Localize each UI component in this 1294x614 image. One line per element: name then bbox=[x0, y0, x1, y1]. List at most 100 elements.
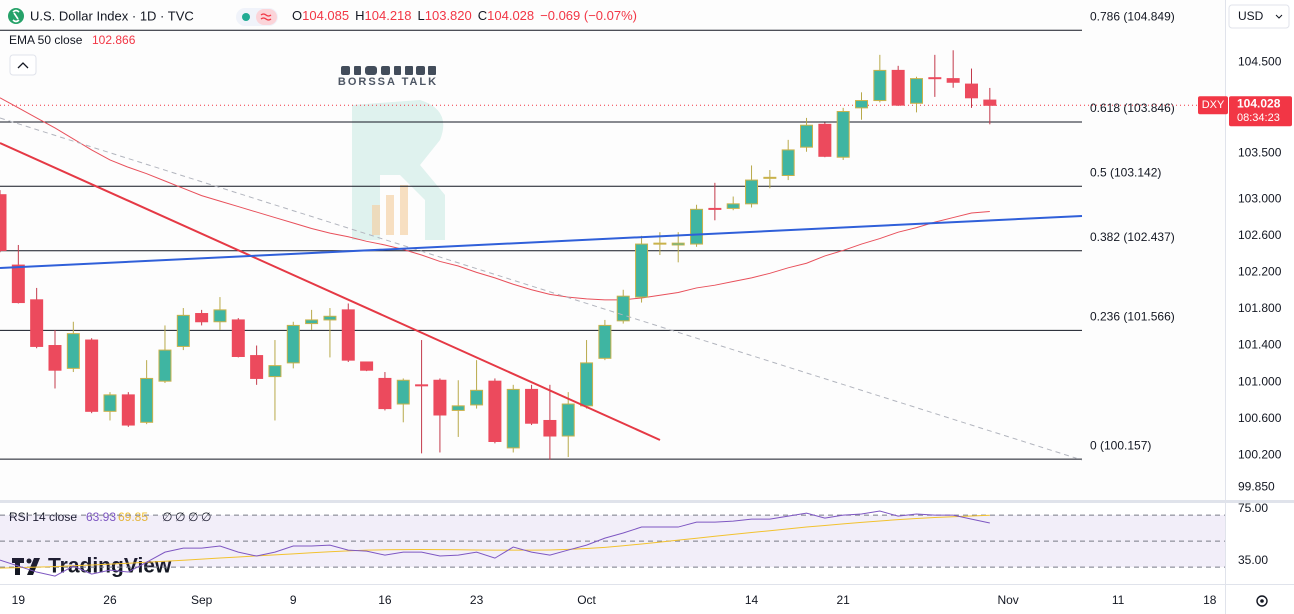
rsi-legend-na: ∅ bbox=[188, 510, 198, 524]
toggle-alt[interactable] bbox=[256, 9, 277, 25]
y-tick-label: 102.600 bbox=[1238, 228, 1282, 242]
y-tick-label: 101.800 bbox=[1238, 301, 1282, 315]
x-tick-label: 18 bbox=[1203, 593, 1217, 607]
candle-body bbox=[873, 69, 887, 102]
candle-body bbox=[121, 394, 135, 426]
candle-body bbox=[836, 111, 850, 158]
rsi-legend-name: RSI 14 close bbox=[9, 510, 77, 524]
candle-body bbox=[690, 208, 704, 245]
candle-body bbox=[360, 361, 374, 371]
watermark-bar bbox=[372, 205, 380, 235]
currency: USD bbox=[1238, 9, 1264, 23]
y-tick-label: 104.500 bbox=[1238, 54, 1282, 68]
fib-label: 0.5 (103.142) bbox=[1090, 165, 1161, 179]
candle-body bbox=[763, 176, 777, 179]
candle-body bbox=[635, 243, 649, 298]
candle-body bbox=[781, 149, 795, 177]
rsi-tick-label: 35.00 bbox=[1238, 553, 1268, 567]
candle-body bbox=[616, 295, 630, 322]
candle-body bbox=[910, 78, 923, 104]
candle-body bbox=[268, 365, 282, 378]
candle-body bbox=[250, 355, 264, 379]
fib-label: 0.786 (104.849) bbox=[1090, 9, 1175, 23]
y-tick-label: 99.850 bbox=[1238, 479, 1275, 493]
candle-body bbox=[708, 207, 722, 210]
symbol-tag bbox=[1198, 96, 1228, 115]
candle-body bbox=[451, 405, 465, 411]
y-tick-label: 101.000 bbox=[1238, 374, 1282, 388]
collapse-icon bbox=[17, 62, 29, 69]
candle-body bbox=[983, 99, 997, 106]
ema-legend-value: 102.866 bbox=[92, 33, 136, 47]
rsi-legend-na: ∅ bbox=[162, 510, 172, 524]
toggle-icon bbox=[260, 13, 272, 21]
rsi-ma-legend-value: 69.85 bbox=[118, 510, 148, 524]
fib-label: 0.382 (102.437) bbox=[1090, 230, 1175, 244]
candle-body bbox=[0, 194, 7, 251]
candle-body bbox=[415, 384, 429, 387]
ohlc-value: 104.085 bbox=[302, 8, 349, 23]
rsi-tick-label: 75.00 bbox=[1238, 501, 1268, 515]
candle-body bbox=[231, 319, 245, 357]
watermark: BORSSA TALK bbox=[338, 66, 445, 240]
candle-body bbox=[433, 379, 447, 416]
candle-body bbox=[195, 313, 209, 323]
candle-body bbox=[506, 388, 520, 449]
settings-icon-center bbox=[1260, 599, 1264, 603]
candle-body bbox=[726, 203, 740, 209]
ohlc-label: O bbox=[292, 8, 302, 23]
x-tick-label: Nov bbox=[997, 593, 1018, 607]
rsi-legend-extra: ∅ ∅ ∅ ∅ bbox=[162, 510, 211, 524]
drawings bbox=[0, 117, 1083, 461]
fib-label: 0.236 (101.566) bbox=[1090, 310, 1175, 324]
blue-trend-line bbox=[0, 215, 1083, 269]
dropdown-chevron bbox=[1275, 14, 1283, 19]
x-tick-label: Oct bbox=[577, 593, 596, 607]
candle-body bbox=[488, 380, 502, 442]
collapse-button[interactable] bbox=[9, 54, 37, 76]
social-icons bbox=[341, 66, 436, 75]
candle-body bbox=[745, 179, 759, 205]
chart-title: U.S. Dollar Index · 1D · TVC bbox=[30, 8, 194, 23]
candle-body bbox=[323, 315, 337, 321]
rsi-pane bbox=[0, 503, 1225, 584]
candle-body bbox=[818, 123, 832, 157]
rsi-ma-line bbox=[0, 514, 990, 569]
y-tick-label: 102.200 bbox=[1238, 265, 1282, 279]
symbol-icon-glyph bbox=[12, 9, 20, 23]
x-tick-label: 19 bbox=[12, 593, 26, 607]
candle-body bbox=[580, 362, 594, 407]
countdown: 08:34:23 bbox=[1237, 112, 1280, 124]
x-tick-label: 23 bbox=[470, 593, 484, 607]
rsi-legend-na: ∅ bbox=[175, 510, 185, 524]
price-tag-value: 104.028 bbox=[1237, 96, 1281, 110]
rsi-legend-value: 63.93 bbox=[86, 510, 116, 524]
candle-body bbox=[158, 349, 172, 382]
symbol-tag-text: DXY bbox=[1202, 99, 1225, 111]
candle-body bbox=[891, 69, 905, 106]
candle-body bbox=[305, 319, 319, 325]
currency-dropdown[interactable] bbox=[1228, 4, 1290, 29]
candle-body bbox=[525, 388, 539, 424]
candle-body bbox=[470, 389, 484, 406]
candle-body bbox=[928, 77, 942, 80]
y-tick-label: 103.500 bbox=[1238, 146, 1282, 160]
ohlc-label: H bbox=[355, 8, 364, 23]
fib-label: 0.618 (103.846) bbox=[1090, 101, 1175, 115]
ohlc-value: 104.028 bbox=[487, 8, 534, 23]
x-tick-label: 26 bbox=[103, 593, 117, 607]
candle-body bbox=[66, 333, 80, 369]
candle-body bbox=[176, 314, 190, 347]
ema-legend-name: EMA 50 close bbox=[9, 33, 83, 47]
ohlc-label: L bbox=[418, 8, 425, 23]
candle-body bbox=[286, 324, 300, 364]
rsi-legend-na: ∅ bbox=[201, 510, 211, 524]
settings-icon[interactable] bbox=[1256, 595, 1268, 607]
x-tick-label: 9 bbox=[290, 593, 297, 607]
candle-body bbox=[946, 78, 960, 83]
fib-label: 0 (100.157) bbox=[1090, 438, 1151, 452]
brand-text: TradingView bbox=[48, 555, 172, 578]
toggle-dot bbox=[242, 13, 250, 21]
candle-body bbox=[543, 419, 557, 437]
ohlc-value: 103.820 bbox=[425, 8, 472, 23]
